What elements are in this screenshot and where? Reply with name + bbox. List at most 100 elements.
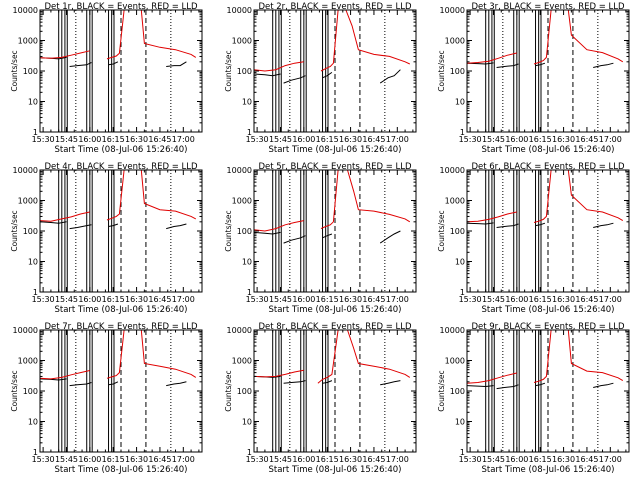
y-tick-label: 1 [460, 288, 465, 297]
x-axis-label: Start Time (08-Jul-06 15:26:40) [55, 305, 188, 315]
x-tick-label: 16:30 [552, 295, 575, 304]
y-tick-label: 10000 [13, 326, 38, 335]
event-markers [485, 10, 599, 132]
x-tick-label: 15:45 [55, 455, 78, 464]
lld-line [467, 211, 517, 223]
events-line [166, 381, 187, 387]
y-tick-label: 10 [455, 98, 465, 107]
events-line [467, 222, 494, 225]
y-tick-label: 1000 [18, 197, 38, 206]
panel-det-3: Det 3r, BLACK = Events, RED = LLD 1 10 100 1… [437, 2, 630, 155]
lld-line [467, 372, 517, 384]
y-tick-label: 10 [455, 418, 465, 427]
panel-title: Det 9r, BLACK = Events, RED = LLD [471, 322, 625, 332]
panel-title: Det 4r, BLACK = Events, RED = LLD [44, 162, 198, 172]
y-tick-label: 100 [450, 67, 465, 76]
events-line [283, 235, 306, 244]
x-axis-label: Start Time (08-Jul-06 15:26:40) [269, 145, 402, 155]
x-axis-label: Start Time (08-Jul-06 15:26:40) [269, 465, 402, 475]
y-tick-label: 1000 [445, 357, 465, 366]
y-tick-label: 1000 [445, 197, 465, 206]
lld-line [533, 330, 624, 383]
y-tick-label: 10 [455, 258, 465, 267]
x-tick-label: 16:30 [339, 455, 362, 464]
lld-line [40, 50, 90, 59]
lld-line [533, 10, 624, 65]
y-tick-label: 10000 [227, 166, 252, 175]
events-line [379, 69, 401, 84]
panel-title: Det 2r, BLACK = Events, RED = LLD [258, 2, 412, 12]
x-tick-label: 15:45 [269, 295, 292, 304]
x-tick-label: 16:45 [148, 455, 171, 464]
events-line [69, 382, 92, 387]
lld-line [320, 170, 411, 230]
y-tick-label: 1 [33, 448, 38, 457]
events-line [254, 73, 281, 77]
events-line [108, 61, 119, 66]
event-markers [272, 330, 386, 452]
x-tick-label: 16:15 [316, 135, 339, 144]
y-tick-label: 100 [237, 387, 252, 396]
events-line [322, 233, 333, 239]
events-line [593, 382, 614, 388]
events-line [40, 378, 67, 381]
events-line [593, 62, 614, 68]
events-series [40, 221, 187, 230]
x-axis-label: Start Time (08-Jul-06 15:26:40) [482, 305, 615, 315]
x-tick-label: 16:30 [339, 135, 362, 144]
events-line [40, 221, 67, 224]
y-tick-label: 10000 [13, 166, 38, 175]
y-tick-label: 1 [33, 288, 38, 297]
y-tick-label: 10 [28, 258, 38, 267]
lld-line [40, 370, 90, 380]
events-line [535, 62, 546, 67]
lld-series [467, 170, 624, 223]
events-line [108, 223, 119, 227]
y-tick-label: 100 [450, 227, 465, 236]
events-line [322, 380, 333, 384]
x-tick-label: 16:45 [575, 135, 598, 144]
y-axis-label: Counts/sec [437, 210, 446, 251]
lld-line [106, 170, 197, 221]
x-tick-label: 15:30 [459, 295, 482, 304]
x-tick-label: 16:15 [529, 135, 552, 144]
events-line [380, 380, 401, 386]
x-tick-label: 16:15 [102, 135, 125, 144]
events-line [283, 75, 306, 84]
y-tick-label: 1 [247, 288, 252, 297]
y-tick-label: 1000 [232, 197, 252, 206]
panel-title: Det 7r, BLACK = Events, RED = LLD [44, 322, 198, 332]
lld-series [467, 10, 624, 65]
x-tick-label: 15:30 [246, 295, 269, 304]
x-tick-label: 17:00 [599, 295, 622, 304]
x-tick-label: 15:30 [32, 135, 55, 144]
x-tick-label: 17:00 [386, 135, 409, 144]
x-tick-label: 15:30 [246, 135, 269, 144]
x-tick-label: 16:45 [575, 295, 598, 304]
y-axis-label: Counts/sec [10, 210, 19, 251]
events-line [379, 230, 401, 244]
event-markers [485, 170, 599, 292]
y-axis-label: Counts/sec [10, 50, 19, 91]
y-tick-label: 1000 [232, 37, 252, 46]
x-tick-label: 17:00 [172, 455, 195, 464]
x-tick-label: 16:00 [292, 135, 315, 144]
x-tick-label: 17:00 [386, 455, 409, 464]
y-axis-label: Counts/sec [437, 370, 446, 411]
y-tick-label: 1000 [445, 37, 465, 46]
panel-title: Det 3r, BLACK = Events, RED = LLD [471, 2, 625, 12]
y-axis-label: Counts/sec [10, 370, 19, 411]
lld-line [533, 170, 624, 223]
event-markers [58, 170, 172, 292]
lld-line [467, 52, 517, 64]
event-markers [272, 10, 386, 132]
panel-title: Det 6r, BLACK = Events, RED = LLD [471, 162, 625, 172]
lld-series [467, 330, 624, 384]
y-tick-label: 100 [23, 227, 38, 236]
y-tick-label: 100 [237, 227, 252, 236]
events-line [535, 222, 546, 227]
y-tick-label: 100 [23, 387, 38, 396]
x-tick-label: 15:45 [482, 135, 505, 144]
events-line [322, 71, 333, 79]
